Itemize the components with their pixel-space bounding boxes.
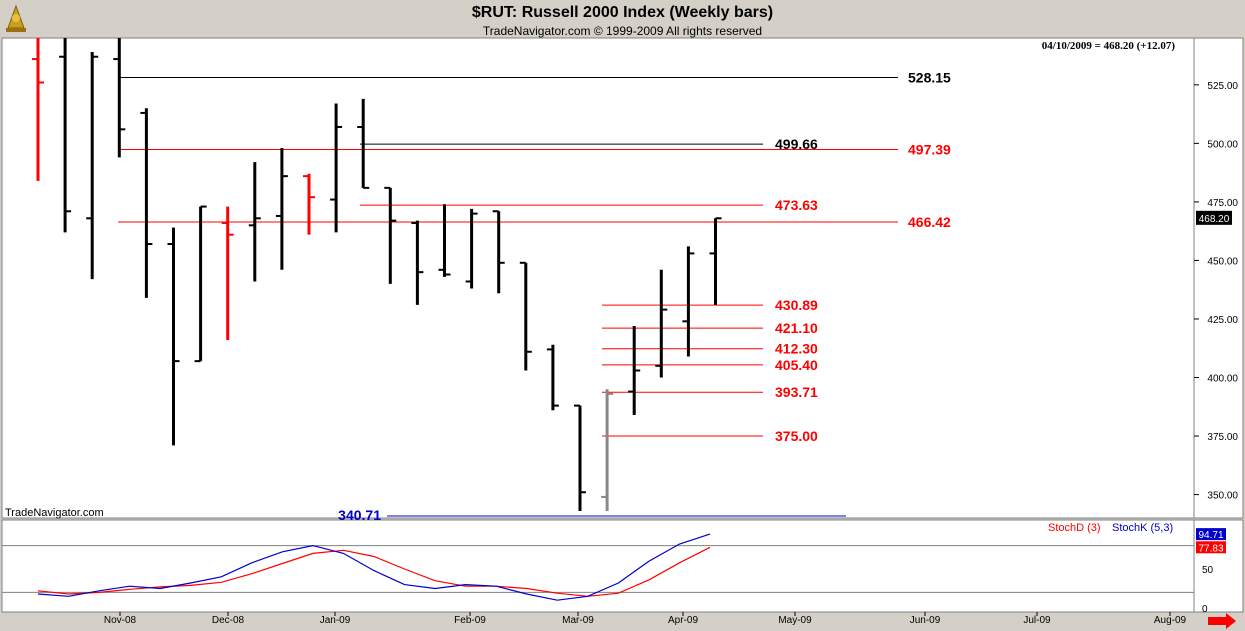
level-label: 528.15 [908, 69, 951, 85]
price-tick-label: 425.00 [1207, 315, 1238, 326]
price-bar [465, 208, 478, 289]
price-bar [330, 103, 343, 233]
stoch-tick-label: 0 [1202, 604, 1208, 615]
price-tick-label: 450.00 [1207, 256, 1238, 267]
stochd-value-label: 77.83 [1198, 543, 1223, 554]
price-bar [221, 206, 234, 341]
level-label: 421.10 [775, 320, 818, 336]
price-bar [275, 148, 288, 270]
level-label: 340.71 [338, 507, 381, 523]
stochk-value-label: 94.71 [1198, 530, 1223, 541]
chart-subtitle: TradeNavigator.com © 1999-2009 All right… [482, 24, 763, 38]
level-label: 375.00 [775, 428, 818, 444]
price-bar [194, 205, 207, 363]
price-bar [384, 186, 397, 284]
price-bar [167, 227, 180, 446]
x-tick-label: Nov-08 [104, 615, 137, 626]
price-bar [601, 389, 614, 511]
price-bar [546, 344, 559, 411]
x-tick-label: Apr-09 [668, 615, 698, 626]
x-tick-label: Feb-09 [454, 615, 486, 626]
x-tick-label: Jul-09 [1023, 615, 1051, 626]
x-tick-label: Aug-09 [1154, 615, 1187, 626]
price-tick-label: 400.00 [1207, 374, 1238, 385]
price-bar [303, 173, 315, 235]
price-bar [574, 404, 586, 511]
x-tick-label: May-09 [778, 615, 812, 626]
level-label: 405.40 [775, 357, 818, 373]
price-bar [113, 38, 126, 158]
level-label: 466.42 [908, 214, 951, 230]
price-axis-panel [1193, 37, 1244, 519]
price-bar [357, 98, 370, 189]
stochd-legend: StochD (3) [1048, 522, 1101, 534]
level-label: 497.39 [908, 141, 951, 157]
x-tick-label: Mar-09 [562, 615, 594, 626]
x-tick-label: Dec-08 [212, 615, 245, 626]
price-bar [86, 52, 99, 280]
price-bar [32, 38, 44, 181]
price-tick-label: 375.00 [1207, 432, 1238, 443]
price-bar [709, 217, 722, 305]
stochd-value-box [1196, 541, 1226, 554]
quote-readout: 04/10/2009 = 468.20 (+12.07) [1042, 40, 1176, 52]
price-tick-label: 350.00 [1207, 491, 1238, 502]
price-bar [59, 38, 72, 233]
level-label: 473.63 [775, 197, 818, 213]
price-bar [140, 108, 153, 298]
price-tick-label: 525.00 [1207, 81, 1238, 92]
price-bar [655, 269, 668, 378]
last-price-box [1196, 210, 1232, 225]
scroll-right-arrow-icon[interactable] [1208, 613, 1236, 629]
level-label: 499.66 [775, 136, 818, 152]
price-tick-label: 475.00 [1207, 198, 1238, 209]
chart-title: $RUT: Russell 2000 Index (Weekly bars) [471, 4, 774, 21]
x-tick-label: Jun-09 [910, 615, 941, 626]
indicator-panel [1, 519, 1195, 613]
stoch-tick-label: 50 [1202, 565, 1214, 576]
price-bar [519, 261, 532, 371]
stochk-value-box [1196, 528, 1226, 541]
price-panel [1, 37, 1195, 519]
stochk-line [37, 533, 711, 601]
level-label: 430.89 [775, 297, 818, 313]
level-label: 393.71 [775, 384, 818, 400]
watermark: TradeNavigator.com [5, 507, 104, 519]
last-price-label: 468.20 [1199, 214, 1230, 225]
sextant-logo-icon [6, 4, 26, 32]
price-bar [411, 220, 424, 305]
price-bar [248, 162, 261, 282]
price-bar [682, 246, 695, 357]
price-tick-label: 500.00 [1207, 139, 1238, 150]
stochk-legend: StochK (5,3) [1112, 522, 1173, 534]
price-bar [628, 326, 641, 415]
price-bar [438, 204, 451, 277]
price-bar [492, 210, 505, 294]
x-tick-label: Jan-09 [320, 615, 351, 626]
level-label: 412.30 [775, 341, 818, 357]
